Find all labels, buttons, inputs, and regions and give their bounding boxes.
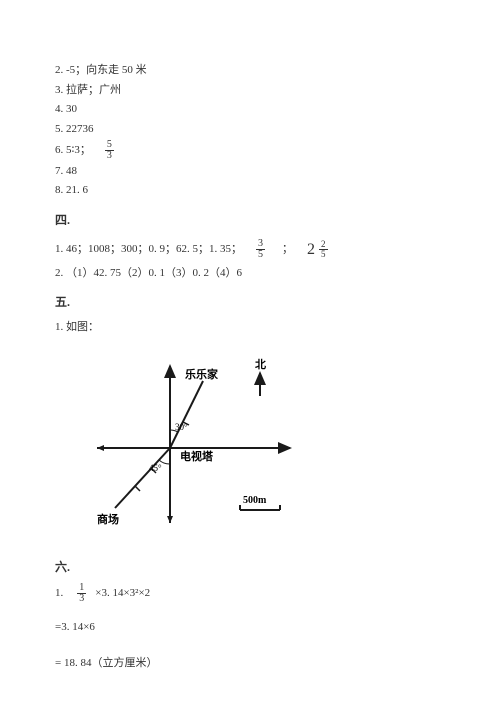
line-lele bbox=[170, 381, 203, 448]
mixed-number-2-2-5: 2 2 5 bbox=[307, 236, 331, 263]
sec5-line1: 1. 如图： bbox=[55, 318, 445, 337]
whole: 2 bbox=[307, 236, 315, 263]
answer-8: 8. 21. 6 bbox=[55, 181, 445, 200]
label-north: 北 bbox=[255, 357, 266, 371]
answer-2: 2. -5；向东走 50 米 bbox=[55, 61, 445, 80]
diagram-svg: 乐乐家 北 电视塔 商场 500m 30° 45° bbox=[85, 348, 315, 538]
text: 2. （1）42. 75（2）0. 1（3）0. 2（4）6 bbox=[55, 264, 242, 283]
text: ×3. 14×3²×2 bbox=[95, 584, 150, 603]
text: 8. 21. 6 bbox=[55, 181, 88, 200]
section-4-title: 四. bbox=[55, 210, 445, 230]
label-scale: 500m bbox=[243, 495, 267, 506]
label-shop: 商场 bbox=[97, 512, 119, 526]
denominator: 5 bbox=[256, 250, 265, 260]
text: 1. 46；1008；300；0. 9；62. 5；1. 35； bbox=[55, 240, 242, 259]
sec6-line1: 1. 1 3 ×3. 14×3²×2 bbox=[55, 583, 445, 604]
separator: ； bbox=[282, 240, 293, 259]
tick-shop-2 bbox=[135, 486, 140, 491]
answer-7: 7. 48 bbox=[55, 162, 445, 181]
label-lele: 乐乐家 bbox=[185, 367, 219, 381]
line-shop bbox=[115, 448, 170, 508]
text: 1. bbox=[55, 584, 63, 603]
section-5-title: 五. bbox=[55, 292, 445, 312]
sec6-line3: = 18. 84（立方厘米） bbox=[55, 654, 445, 673]
fraction-1-3: 1 3 bbox=[77, 583, 86, 604]
text: 1. 如图： bbox=[55, 318, 99, 337]
fraction: 2 5 bbox=[319, 240, 328, 259]
text: = 18. 84（立方厘米） bbox=[55, 654, 157, 673]
label-tower: 电视塔 bbox=[180, 449, 214, 463]
denominator: 3 bbox=[105, 151, 114, 161]
y-axis-bottom-arrow bbox=[167, 516, 173, 523]
answer-5: 5. 22736 bbox=[55, 120, 445, 139]
direction-diagram: 乐乐家 北 电视塔 商场 500m 30° 45° bbox=[85, 348, 445, 545]
text: 6. 5∶3； bbox=[55, 141, 91, 160]
fraction-3-5: 3 5 bbox=[256, 239, 265, 260]
text: 4. 30 bbox=[55, 100, 77, 119]
numerator: 3 bbox=[256, 239, 265, 250]
text: 2. -5；向东走 50 米 bbox=[55, 61, 147, 80]
answer-4: 4. 30 bbox=[55, 100, 445, 119]
text: 3. 拉萨；广州 bbox=[55, 81, 121, 100]
text: =3. 14×6 bbox=[55, 618, 95, 637]
section-6-title: 六. bbox=[55, 557, 445, 577]
denominator: 3 bbox=[77, 594, 86, 604]
label-angle-30: 30° bbox=[175, 422, 188, 432]
fraction-5-3: 5 3 bbox=[105, 140, 114, 161]
answer-3: 3. 拉萨；广州 bbox=[55, 81, 445, 100]
x-axis-left-arrow bbox=[97, 445, 104, 451]
sec4-line2: 2. （1）42. 75（2）0. 1（3）0. 2（4）6 bbox=[55, 264, 445, 283]
sec4-line1: 1. 46；1008；300；0. 9；62. 5；1. 35； 3 5 ； 2… bbox=[55, 236, 445, 263]
text: 7. 48 bbox=[55, 162, 77, 181]
denominator: 5 bbox=[319, 250, 328, 259]
numerator: 1 bbox=[77, 583, 86, 594]
sec6-line2: =3. 14×6 bbox=[55, 618, 445, 637]
answer-6: 6. 5∶3； 5 3 bbox=[55, 140, 445, 161]
label-angle-45: 45° bbox=[149, 463, 162, 473]
text: 5. 22736 bbox=[55, 120, 94, 139]
